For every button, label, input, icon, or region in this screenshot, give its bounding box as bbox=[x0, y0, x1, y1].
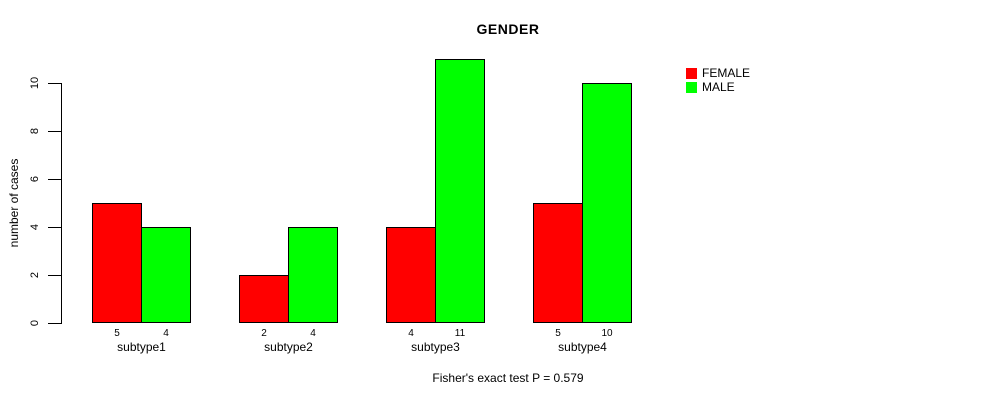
y-tick-label: 0 bbox=[29, 319, 41, 327]
y-tick-label: 8 bbox=[29, 127, 41, 135]
y-tick bbox=[48, 226, 61, 228]
legend-label-female: FEMALE bbox=[702, 66, 751, 80]
legend-label-male: MALE bbox=[702, 80, 735, 94]
y-tick-label: 4 bbox=[29, 223, 41, 231]
bar-value-label: 4 bbox=[408, 328, 414, 339]
bar-male-subtype4 bbox=[582, 83, 632, 323]
legend-item-female: FEMALE bbox=[686, 66, 750, 80]
bar-value-label: 4 bbox=[310, 328, 316, 339]
y-axis-line bbox=[61, 83, 62, 324]
y-tick-label: 6 bbox=[29, 175, 41, 183]
bar-female-subtype2 bbox=[239, 275, 289, 323]
bar-value-label: 5 bbox=[555, 328, 561, 339]
x-category-label: subtype1 bbox=[117, 340, 166, 354]
y-tick bbox=[48, 274, 61, 276]
bar-value-label: 5 bbox=[114, 328, 120, 339]
bar-female-subtype1 bbox=[92, 203, 142, 323]
x-category-label: subtype4 bbox=[558, 340, 607, 354]
legend: FEMALE MALE bbox=[686, 66, 750, 94]
bar-female-subtype3 bbox=[386, 227, 436, 323]
y-tick-label: 10 bbox=[29, 76, 41, 90]
bar-male-subtype1 bbox=[141, 227, 191, 323]
y-tick bbox=[48, 82, 61, 84]
bar-value-label: 11 bbox=[454, 328, 466, 339]
y-tick bbox=[48, 130, 61, 132]
legend-item-male: MALE bbox=[686, 80, 750, 94]
male-swatch-icon bbox=[686, 81, 697, 93]
bar-value-label: 2 bbox=[261, 328, 267, 339]
caption: Fisher's exact test P = 0.579 bbox=[432, 371, 584, 385]
female-swatch-icon bbox=[686, 67, 697, 79]
x-category-label: subtype3 bbox=[411, 340, 460, 354]
chart-title: GENDER bbox=[476, 21, 540, 37]
bar-value-label: 4 bbox=[163, 328, 169, 339]
bar-male-subtype3 bbox=[435, 59, 485, 323]
bar-female-subtype4 bbox=[533, 203, 583, 323]
y-tick bbox=[48, 322, 61, 324]
y-axis-label: number of cases bbox=[7, 158, 21, 248]
x-category-label: subtype2 bbox=[264, 340, 313, 354]
bar-male-subtype2 bbox=[288, 227, 338, 323]
bar-value-label: 10 bbox=[601, 328, 613, 339]
y-tick bbox=[48, 178, 61, 180]
y-tick-label: 2 bbox=[29, 271, 41, 279]
